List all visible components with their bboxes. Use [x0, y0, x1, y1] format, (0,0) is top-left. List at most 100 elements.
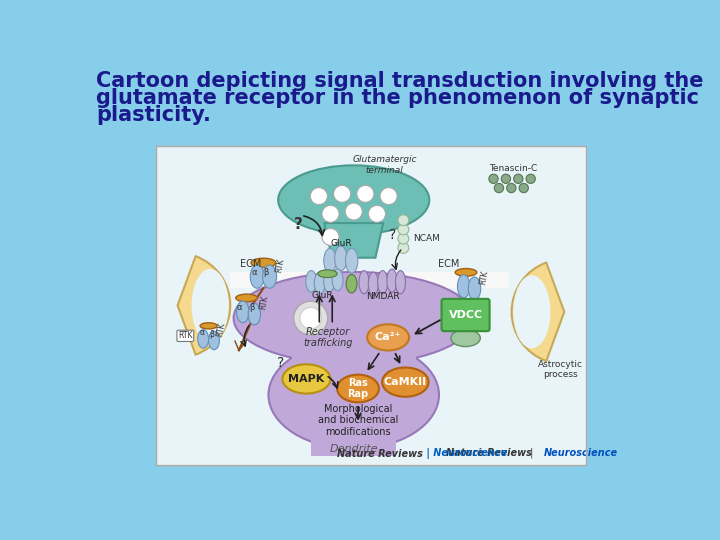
Ellipse shape	[468, 277, 481, 300]
Text: β: β	[210, 330, 214, 339]
Text: glutamate receptor in the phenomenon of synaptic: glutamate receptor in the phenomenon of …	[96, 88, 699, 108]
Text: MAPK: MAPK	[288, 374, 325, 384]
Text: RTK: RTK	[178, 332, 192, 340]
Circle shape	[526, 174, 536, 184]
Circle shape	[398, 224, 409, 235]
Text: β: β	[263, 268, 269, 278]
Ellipse shape	[346, 248, 358, 273]
Text: GluR: GluR	[330, 239, 351, 248]
Circle shape	[494, 184, 503, 193]
Text: CaMKII: CaMKII	[384, 377, 427, 387]
Ellipse shape	[235, 294, 258, 302]
Ellipse shape	[209, 331, 220, 350]
Ellipse shape	[233, 272, 474, 365]
Bar	[156, 146, 586, 465]
Ellipse shape	[455, 268, 477, 276]
Ellipse shape	[377, 271, 387, 294]
Circle shape	[489, 174, 498, 184]
Circle shape	[519, 184, 528, 193]
Circle shape	[398, 233, 409, 244]
Text: α: α	[251, 268, 257, 278]
Text: ?: ?	[294, 217, 302, 232]
Ellipse shape	[382, 368, 428, 397]
Text: GluR: GluR	[311, 291, 333, 300]
Ellipse shape	[318, 270, 337, 278]
Ellipse shape	[315, 272, 325, 294]
Ellipse shape	[282, 364, 330, 394]
Text: RTK: RTK	[275, 257, 286, 273]
Bar	[156, 146, 586, 465]
Ellipse shape	[395, 271, 405, 294]
Ellipse shape	[278, 165, 429, 234]
Text: ?: ?	[277, 356, 284, 370]
Circle shape	[507, 184, 516, 193]
Ellipse shape	[332, 269, 343, 291]
Text: NCAM: NCAM	[413, 234, 439, 243]
Circle shape	[398, 215, 409, 226]
Text: Receptor
trafficking: Receptor trafficking	[303, 327, 353, 348]
Ellipse shape	[323, 271, 335, 292]
Text: Nature Reviews: Nature Reviews	[446, 448, 532, 457]
Circle shape	[398, 242, 409, 253]
Ellipse shape	[324, 248, 336, 273]
FancyBboxPatch shape	[441, 299, 490, 331]
Text: RTK: RTK	[215, 322, 227, 338]
Text: Neuroscience: Neuroscience	[544, 448, 618, 457]
Circle shape	[294, 301, 328, 335]
Text: ?: ?	[389, 228, 396, 242]
Ellipse shape	[192, 269, 229, 342]
Wedge shape	[512, 262, 564, 361]
Bar	[157, 146, 585, 464]
Ellipse shape	[387, 269, 397, 292]
Polygon shape	[324, 223, 383, 258]
Circle shape	[357, 185, 374, 202]
Text: Glutamatergic
terminal: Glutamatergic terminal	[353, 155, 417, 174]
Text: Tenascin-C: Tenascin-C	[489, 164, 537, 172]
Circle shape	[322, 228, 339, 245]
Text: plasticity.: plasticity.	[96, 105, 211, 125]
Ellipse shape	[337, 375, 379, 402]
Text: RTK: RTK	[478, 269, 490, 285]
Ellipse shape	[269, 341, 439, 449]
Circle shape	[513, 174, 523, 184]
Bar	[311, 408, 396, 456]
Text: Morphological
and biochemical
modifications: Morphological and biochemical modificati…	[318, 404, 398, 437]
Text: RTK: RTK	[258, 295, 270, 310]
Ellipse shape	[367, 325, 409, 350]
Text: ECM: ECM	[438, 259, 459, 269]
Circle shape	[380, 188, 397, 205]
Text: β: β	[249, 303, 255, 313]
Ellipse shape	[237, 301, 249, 322]
Text: | Neuroscience: | Neuroscience	[423, 448, 507, 459]
Text: Dendrite: Dendrite	[330, 444, 378, 454]
Text: VDCC: VDCC	[449, 310, 482, 320]
Bar	[292, 312, 415, 376]
Ellipse shape	[369, 272, 379, 295]
Ellipse shape	[251, 265, 264, 288]
Ellipse shape	[359, 271, 369, 294]
Circle shape	[310, 188, 328, 205]
Ellipse shape	[306, 271, 317, 292]
Ellipse shape	[263, 265, 276, 288]
Circle shape	[345, 203, 362, 220]
Text: ECM: ECM	[240, 259, 261, 269]
Ellipse shape	[513, 275, 550, 348]
Text: Astrocytic
process: Astrocytic process	[538, 360, 583, 379]
Circle shape	[369, 205, 385, 222]
Circle shape	[333, 185, 351, 202]
Bar	[230, 272, 508, 288]
Circle shape	[300, 307, 322, 329]
Ellipse shape	[335, 246, 347, 271]
Text: Nature Reviews: Nature Reviews	[337, 449, 423, 459]
Ellipse shape	[251, 258, 276, 267]
Ellipse shape	[346, 274, 357, 293]
Ellipse shape	[451, 329, 480, 347]
Wedge shape	[178, 256, 230, 355]
Text: α: α	[237, 303, 243, 313]
Text: α: α	[200, 328, 205, 338]
Text: Ca²⁺: Ca²⁺	[375, 333, 401, 342]
Ellipse shape	[457, 275, 470, 298]
Circle shape	[322, 205, 339, 222]
Ellipse shape	[248, 303, 261, 325]
Text: NMDAR: NMDAR	[366, 292, 400, 301]
